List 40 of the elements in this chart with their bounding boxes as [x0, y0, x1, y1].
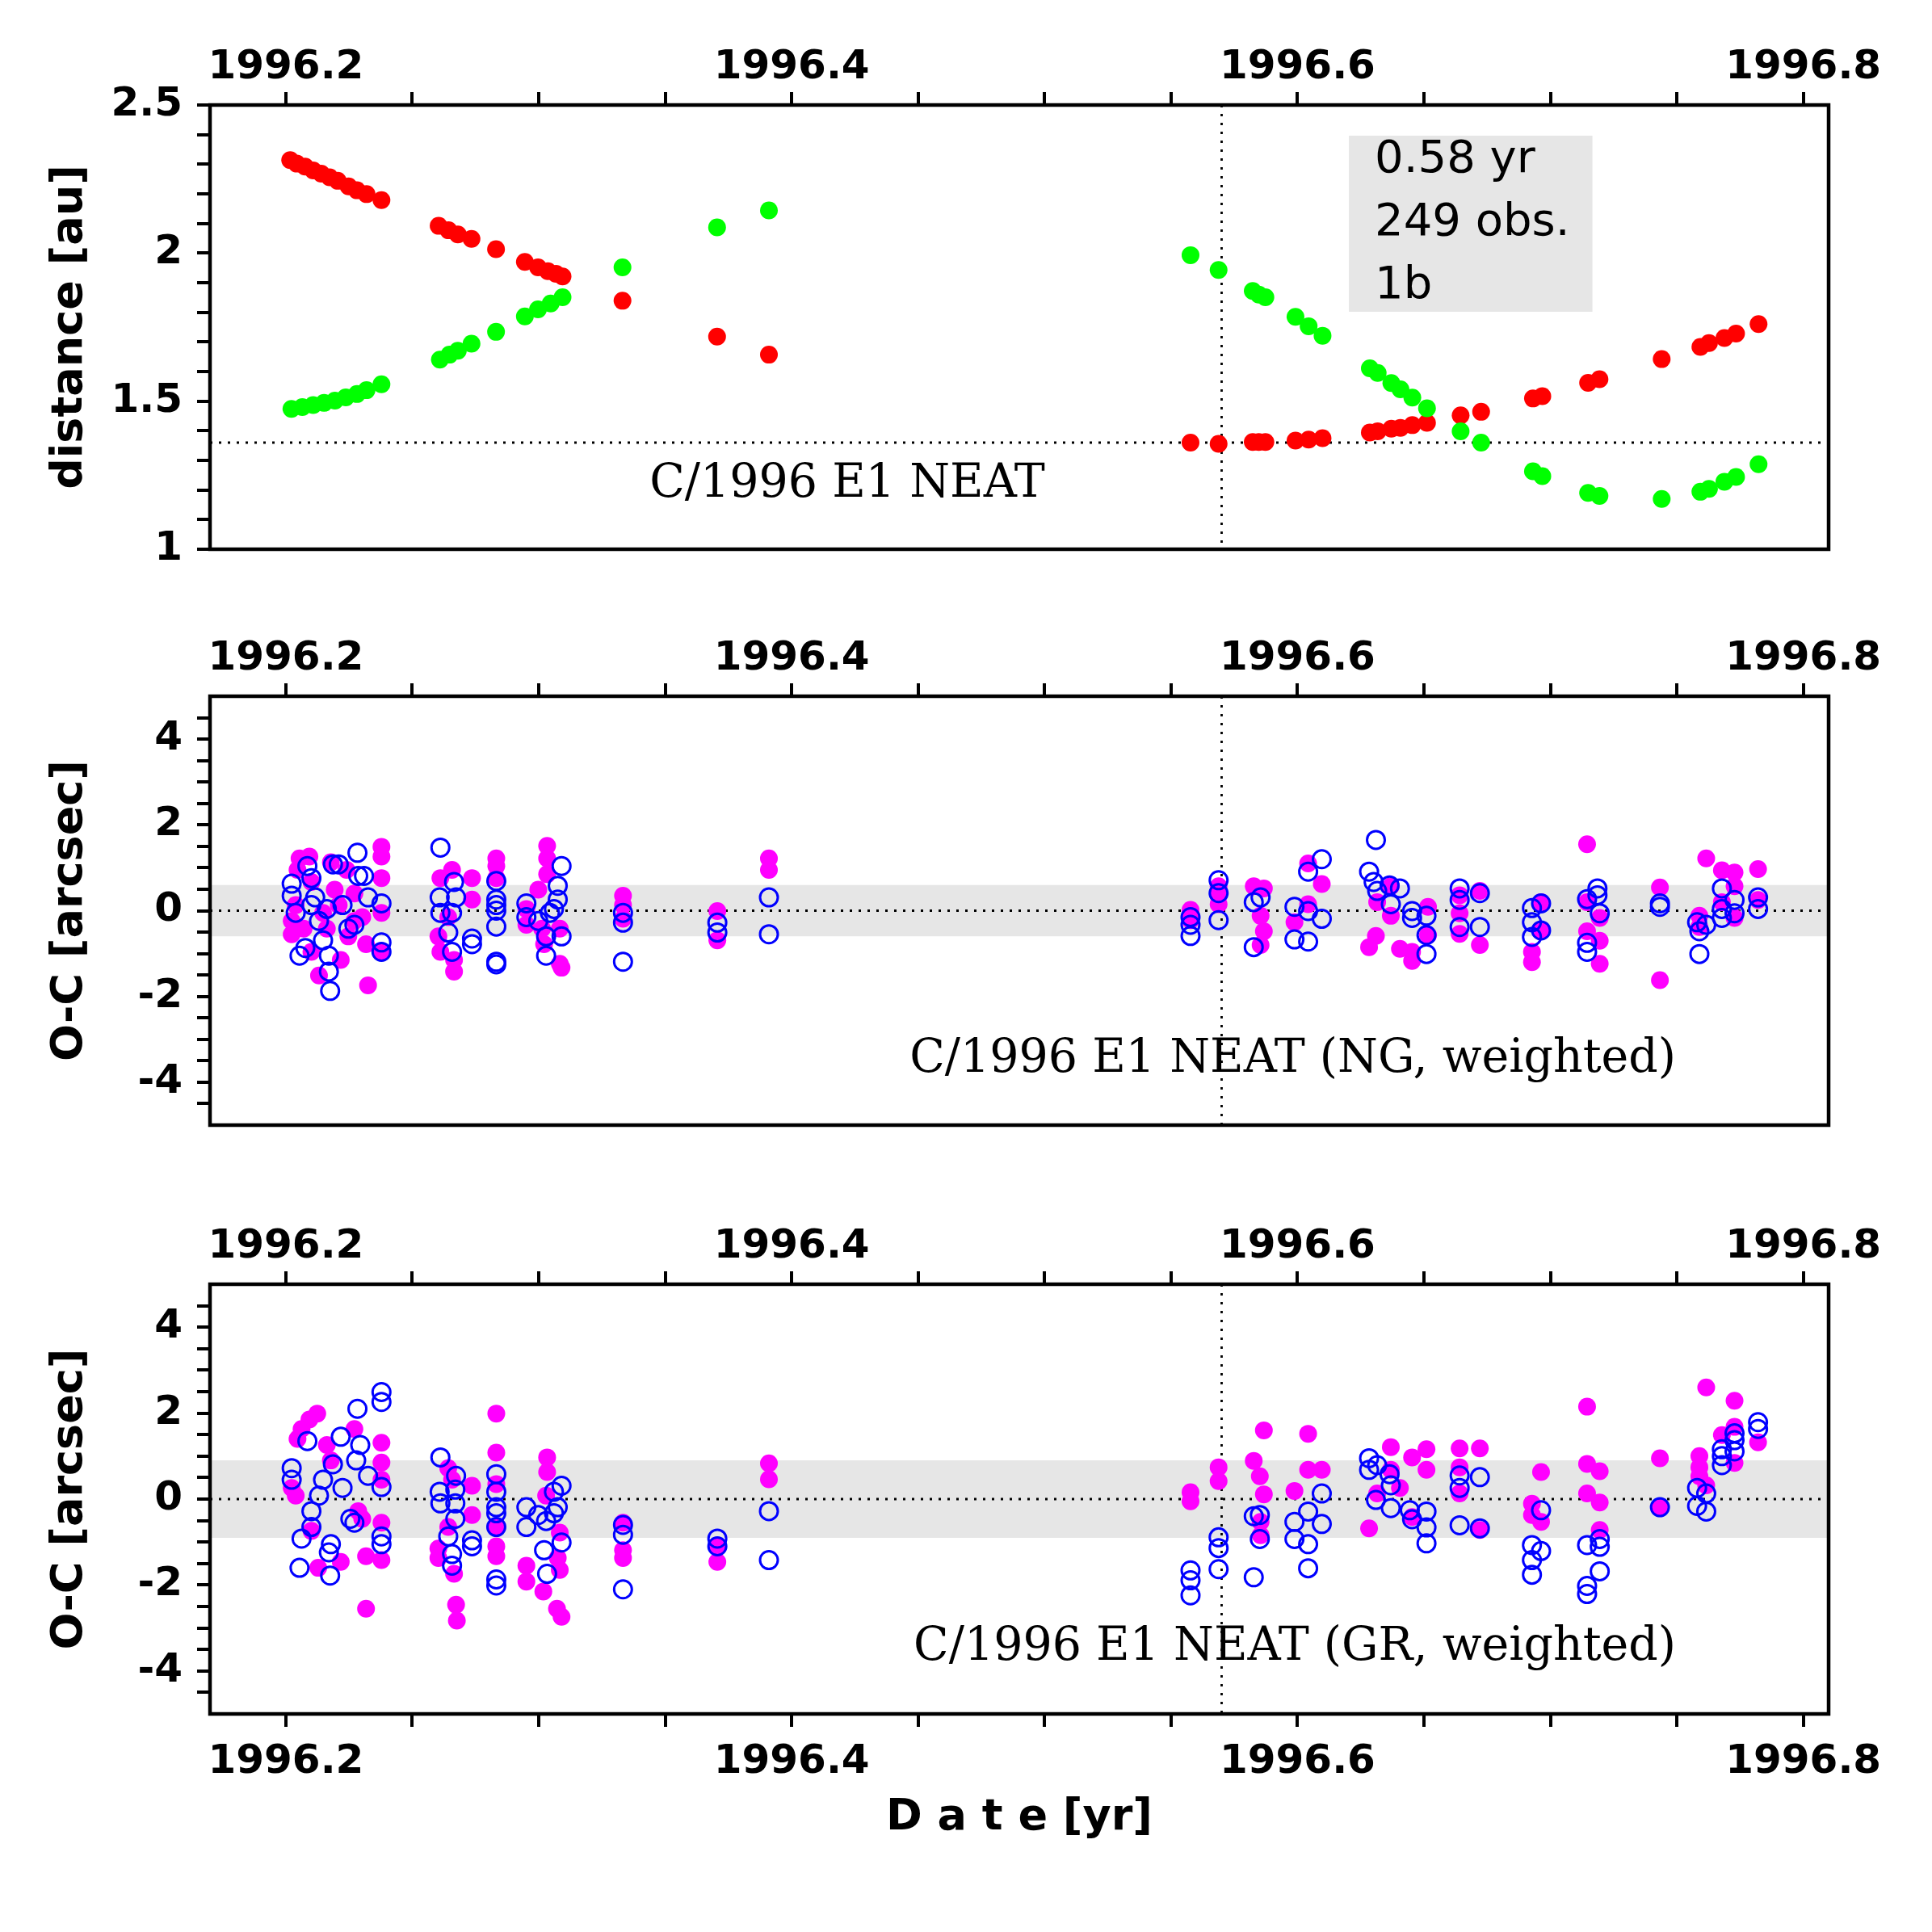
annotation: 249 obs. — [1375, 192, 1570, 246]
y-tick-label: 1.5 — [111, 374, 183, 422]
x2-tick-label: 1996.6 — [1219, 1735, 1376, 1783]
y-tick-label: -4 — [137, 1644, 183, 1691]
x-axis-title: D a t e [yr] — [885, 1788, 1153, 1840]
x-tick-label: 1996.8 — [1725, 40, 1882, 88]
annotation: C/1996 E1 NEAT — [649, 454, 1045, 508]
y-axis-title: O-C [arcsec] — [41, 1348, 93, 1650]
x2-tick-label: 1996.4 — [713, 1735, 870, 1783]
x-tick-label: 1996.6 — [1219, 40, 1376, 88]
annotation: 0.58 yr — [1375, 129, 1536, 183]
annotation: C/1996 E1 NEAT (NG, weighted) — [909, 1028, 1677, 1082]
x-tick-label: 1996.4 — [713, 632, 870, 679]
x-tick-label: 1996.8 — [1725, 632, 1882, 679]
x-tick-label: 1996.6 — [1219, 632, 1376, 679]
y-tick-label: 4 — [154, 712, 183, 760]
x-tick-label: 1996.8 — [1725, 1220, 1882, 1267]
x2-tick-label: 1996.8 — [1725, 1735, 1882, 1783]
x-tick-label: 1996.2 — [208, 1220, 364, 1267]
x-tick-label: 1996.2 — [208, 40, 364, 88]
y-tick-label: -4 — [137, 1055, 183, 1102]
y-tick-label: 2.5 — [111, 78, 183, 125]
y-tick-label: -2 — [137, 969, 183, 1017]
x-tick-label: 1996.4 — [713, 40, 870, 88]
annotation: 1b — [1375, 255, 1433, 309]
y-tick-label: 4 — [154, 1300, 183, 1348]
x-tick-label: 1996.6 — [1219, 1220, 1376, 1267]
annotation: C/1996 E1 NEAT (GR, weighted) — [914, 1616, 1677, 1670]
y-axis-title: O-C [arcsec] — [41, 760, 93, 1061]
y-tick-label: 0 — [154, 1472, 183, 1519]
x2-tick-label: 1996.2 — [208, 1735, 364, 1783]
y-tick-label: 2 — [154, 1386, 183, 1434]
y-tick-label: 2 — [154, 798, 183, 846]
y-tick-label: 2 — [154, 226, 183, 274]
y-tick-label: -2 — [137, 1558, 183, 1606]
y-axis-title: distance [au] — [41, 165, 93, 489]
y-tick-label: 1 — [154, 522, 183, 569]
y-tick-label: 0 — [154, 884, 183, 931]
x-tick-label: 1996.2 — [208, 632, 364, 679]
x-tick-label: 1996.4 — [713, 1220, 870, 1267]
